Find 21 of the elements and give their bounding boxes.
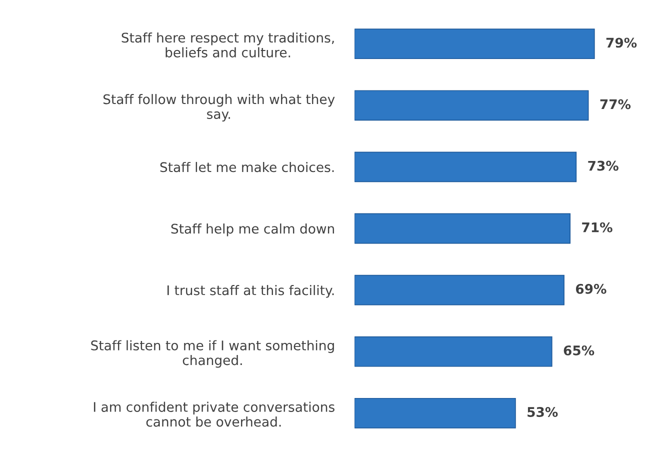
y-tick-label: Staff let me make choices.: [160, 162, 334, 172]
data-label: 65%: [564, 345, 594, 356]
bar: [354, 213, 571, 244]
bar: [354, 152, 577, 182]
bar: [354, 28, 595, 60]
y-tick-label: Staff follow through with what they say.: [103, 94, 335, 122]
bar: [354, 90, 589, 121]
data-label: 71%: [582, 222, 612, 232]
data-label: 79%: [606, 38, 637, 48]
y-tick-label: Staff help me calm down: [171, 223, 334, 236]
data-label: 77%: [600, 99, 631, 110]
bar: [354, 398, 516, 428]
y-tick-label: I am confident private conversations cannot be overhead.: [94, 402, 334, 427]
bar: [354, 274, 564, 306]
data-label: 69%: [576, 284, 606, 294]
y-tick-label: Staff listen to me if I want something changed.: [91, 340, 334, 368]
data-label: 53%: [528, 406, 558, 417]
bar: [354, 336, 552, 367]
y-tick-label: Staff here respect my traditions, beliefs and culture.: [122, 32, 334, 58]
y-tick-label: I trust staff at this facility.: [168, 285, 334, 298]
data-label: 73%: [588, 160, 618, 171]
